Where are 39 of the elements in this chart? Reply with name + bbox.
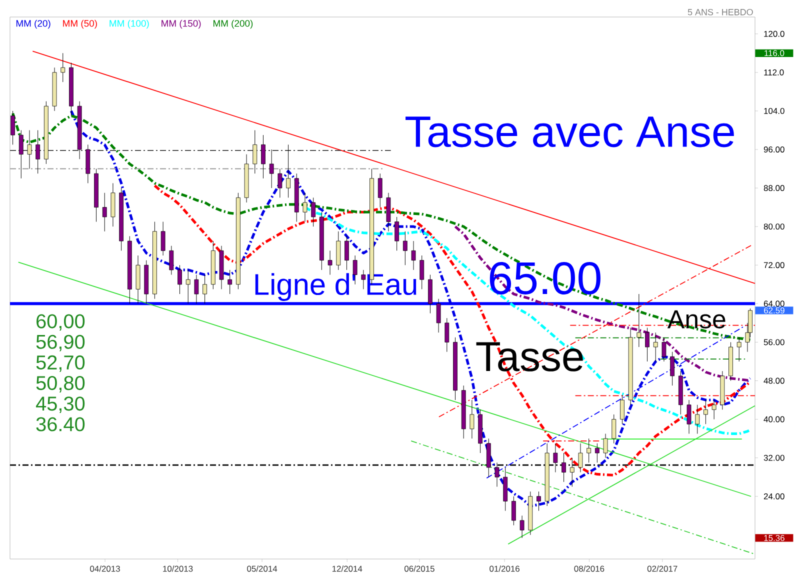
ref-line-label: Ligne d' Eau <box>255 273 416 301</box>
annotation: 52,70 <box>36 355 85 372</box>
text: MM (150) <box>162 20 201 29</box>
y-tick-label: 40.00 <box>764 416 784 422</box>
y-tick-label: 120.0 <box>764 30 784 37</box>
annotation: Tasse avec Anse <box>406 116 734 148</box>
text: MM (100) <box>110 20 149 29</box>
text: 15.36 <box>764 534 784 541</box>
y-tick-label: 72.00 <box>764 262 784 268</box>
annotation: Anse <box>667 310 726 328</box>
x-tick-label: 10/2013 <box>163 566 193 572</box>
chart-subtitle: 5 ANS - HEBDO <box>688 8 753 16</box>
annotation: 50,80 <box>36 376 85 392</box>
text: 116.0 <box>764 50 784 56</box>
x-tick-label: 08/2016 <box>574 566 604 572</box>
y-tick-label: 48.00 <box>764 378 784 384</box>
text: MM (200) <box>213 20 253 29</box>
x-tick-label: 01/2016 <box>490 566 520 572</box>
y-tick-label: 80.00 <box>764 224 784 230</box>
x-tick-label: 04/2013 <box>90 566 120 572</box>
y-tick-label: 24.00 <box>764 493 784 500</box>
text: MM (50) <box>63 20 97 29</box>
x-tick-label: 06/2015 <box>404 566 434 572</box>
x-tick-label: 12/2014 <box>332 566 362 572</box>
annotation: 36.40 <box>36 417 85 432</box>
x-tick-label: 05/2014 <box>247 566 278 572</box>
y-tick-label: 56.00 <box>764 339 784 346</box>
y-tick-label: 88.00 <box>764 185 784 192</box>
x-tick-label: 02/2017 <box>647 566 678 572</box>
y-tick-label: 112.0 <box>764 69 784 76</box>
y-tick-label: 64.00 <box>764 300 784 307</box>
y-tick-label: 104.0 <box>764 108 784 114</box>
annotation: 56,90 <box>36 334 85 352</box>
y-tick-label: 32.00 <box>764 454 784 461</box>
annotation: 45,30 <box>36 396 85 414</box>
y-tick-label: 96.00 <box>764 146 784 152</box>
annotation: 60,00 <box>36 314 85 331</box>
text: MM (20) <box>16 20 50 29</box>
text: 62.59 <box>764 307 784 314</box>
